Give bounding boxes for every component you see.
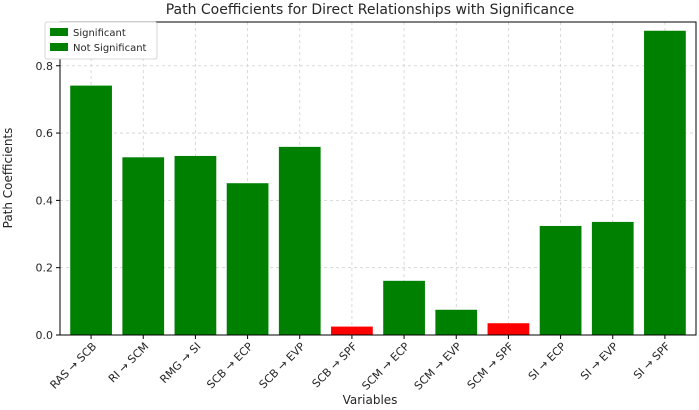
y-tick-labels: 0.0 0.2 0.4 0.6 0.8 [36, 60, 60, 342]
x-tick-label: SCM → EVP [412, 340, 465, 393]
bar [591, 221, 634, 335]
bar [435, 309, 478, 335]
y-tick-label: 0.0 [36, 329, 54, 342]
bar [226, 183, 269, 335]
legend-swatch [50, 43, 68, 51]
legend-frame [44, 21, 158, 60]
bar [487, 323, 530, 335]
y-tick-label: 0.8 [36, 60, 54, 73]
axes [59, 21, 697, 336]
y-tick-label: 0.4 [36, 194, 54, 207]
x-tick-label: SCM → SPF [465, 340, 517, 392]
y-axis-label: Path Coefficients [1, 128, 15, 229]
x-tick-label: SCB → ECP [204, 340, 256, 392]
x-tick-label: SCM → ECP [359, 340, 412, 393]
bar [644, 30, 686, 335]
legend-label: Not Significant [73, 43, 147, 54]
bar [278, 146, 321, 335]
chart-title: Path Coefficients for Direct Relationshi… [166, 2, 575, 18]
x-tick-label: RI → SCM [106, 340, 151, 385]
bar [70, 85, 112, 335]
bar [122, 157, 165, 335]
bar [174, 155, 217, 335]
bar [331, 326, 373, 335]
legend: Significant Not Significant [44, 21, 158, 60]
bar [383, 280, 425, 335]
legend-swatch [50, 28, 68, 36]
plot-frame [59, 21, 697, 336]
bars [70, 30, 686, 335]
x-tick-label: SI → EVP [578, 340, 621, 383]
y-tick-label: 0.2 [36, 262, 54, 275]
x-tick-labels: RAS → SCB RI → SCM RMG → SI SCB → ECP SCB → … [47, 335, 673, 393]
x-tick-label: SI → ECP [526, 340, 569, 383]
x-tick-label: RMG → SI [157, 340, 203, 386]
x-tick-label: SCB → EVP [257, 340, 309, 392]
legend-label: Significant [73, 28, 126, 39]
x-tick-label: RAS → SCB [47, 340, 99, 392]
x-tick-label: SCB → SPF [310, 340, 360, 390]
x-axis-label: Variables [343, 393, 398, 407]
bar [539, 225, 582, 335]
x-tick-label: SI → SPF [631, 340, 673, 382]
y-tick-label: 0.6 [36, 127, 54, 140]
